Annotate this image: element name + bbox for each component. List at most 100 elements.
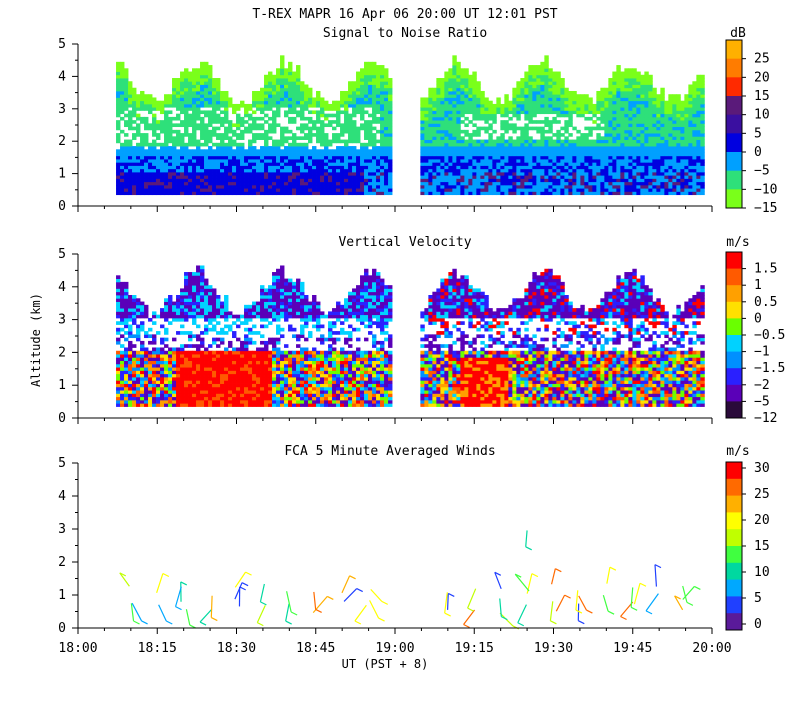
heat-cell [640,156,644,160]
heat-cell [304,188,308,192]
heat-cell [472,185,476,189]
heat-cell [136,127,140,131]
heat-cell [520,159,524,163]
heat-cell [224,133,228,137]
heat-cell [468,143,472,147]
heat-cell [376,140,380,144]
heat-cell [524,78,528,82]
heat-cell [288,117,292,121]
heat-cell [372,110,376,114]
heat-cell [432,185,436,189]
heat-cell [172,175,176,179]
heat-cell [616,104,620,108]
heat-cell [380,178,384,182]
heat-cell [128,302,132,306]
heat-cell [644,140,648,144]
heat-cell [532,175,536,179]
heat-cell [612,85,616,89]
heat-cell [680,133,684,137]
heat-cell [200,188,204,192]
heat-cell [260,94,264,98]
heat-cell [280,172,284,176]
heat-cell [144,374,148,378]
heat-cell [488,182,492,186]
heat-cell [172,153,176,157]
heat-cell [612,114,616,118]
heat-cell [160,162,164,166]
heat-cell [684,149,688,153]
heat-cell [248,172,252,176]
heat-cell [176,107,180,111]
heat-cell [200,130,204,134]
heat-cell [176,175,180,179]
heat-cell [220,162,224,166]
heat-cell [336,104,340,108]
heat-cell [576,136,580,140]
heat-cell [252,91,256,95]
heat-cell [468,169,472,173]
heat-cell [596,172,600,176]
heat-cell [144,178,148,182]
heat-cell [144,182,148,186]
heat-cell [252,117,256,121]
heat-cell [120,318,124,322]
heat-cell [568,91,572,95]
heat-cell [624,146,628,150]
heat-cell [180,298,184,302]
heat-cell [376,97,380,101]
heat-cell [132,377,136,381]
heat-cell [636,172,640,176]
heat-cell [504,159,508,163]
heat-cell [124,400,128,404]
heat-cell [668,123,672,127]
heat-cell [244,191,248,195]
heat-cell [516,153,520,157]
heat-cell [216,107,220,111]
heat-cell [184,188,188,192]
heat-cell [444,120,448,124]
heat-cell [360,172,364,176]
heat-cell [204,72,208,76]
heat-cell [196,172,200,176]
heat-cell [280,85,284,89]
heat-cell [144,354,148,358]
heat-cell [536,153,540,157]
heat-cell [164,377,168,381]
heat-cell [552,149,556,153]
heat-cell [648,156,652,160]
heat-cell [268,166,272,170]
heat-cell [156,390,160,394]
heat-cell [576,101,580,105]
heat-cell [616,188,620,192]
heat-cell [436,188,440,192]
heat-cell [664,117,668,121]
heat-cell [636,178,640,182]
heat-cell [632,117,636,121]
heat-cell [220,94,224,98]
heat-cell [172,338,176,342]
heat-cell [604,104,608,108]
heat-cell [620,75,624,79]
heat-cell [468,88,472,92]
heat-cell [480,188,484,192]
heat-cell [628,85,632,89]
heat-cell [292,159,296,163]
heat-cell [368,182,372,186]
heat-cell [292,178,296,182]
heat-cell [200,78,204,82]
heat-cell [348,136,352,140]
heat-cell [236,133,240,137]
heat-cell [204,188,208,192]
heat-cell [212,188,216,192]
heat-cell [632,166,636,170]
heat-cell [116,182,120,186]
heat-cell [188,182,192,186]
heat-cell [436,175,440,179]
heat-cell [316,140,320,144]
heat-cell [372,166,376,170]
heat-cell [564,120,568,124]
heat-cell [152,175,156,179]
heat-cell [640,162,644,166]
heat-cell [504,153,508,157]
heat-cell [452,72,456,76]
